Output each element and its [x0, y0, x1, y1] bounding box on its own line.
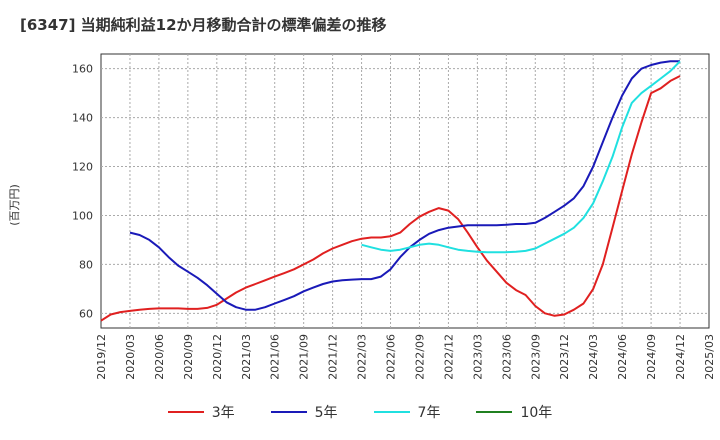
y-tick-label: 100	[72, 209, 93, 222]
x-tick-label: 2022/03	[356, 334, 369, 380]
legend-item: 7年	[373, 402, 441, 422]
legend: 3年 5年 7年 10年	[0, 402, 720, 422]
x-tick-label: 2022/12	[442, 334, 455, 380]
chart-title: [6347] 当期純利益12か月移動合計の標準偏差の推移	[20, 16, 387, 34]
legend-label: 3年	[211, 405, 235, 421]
y-tick-label: 120	[72, 161, 93, 174]
x-tick-label: 2023/06	[500, 334, 513, 380]
legend-item: 10年	[476, 402, 552, 422]
x-tick-label: 2021/09	[298, 334, 311, 380]
y-axis-label: (百万円)	[8, 184, 21, 226]
x-tick-label: 2025/03	[703, 334, 716, 380]
legend-label: 5年	[314, 405, 338, 421]
legend-item: 5年	[270, 402, 338, 422]
legend-swatch	[270, 411, 307, 413]
x-tick-label: 2023/09	[529, 334, 542, 380]
grid-layer	[100, 53, 710, 329]
x-tick-label: 2021/06	[269, 334, 282, 380]
series-layer	[100, 60, 681, 322]
legend-swatch	[167, 411, 204, 413]
x-tick-label: 2024/09	[645, 334, 658, 380]
axis-layer: 60 80 100 120 140 160 2019/12 2020/03 2020/06 202…	[72, 63, 716, 380]
y-tick-label: 80	[79, 258, 93, 271]
y-tick-label: 60	[79, 307, 93, 320]
legend-item: 3年	[167, 402, 235, 422]
legend-label: 10年	[520, 405, 553, 421]
series-line-2	[361, 60, 681, 254]
x-tick-label: 2021/12	[327, 334, 340, 380]
y-tick-label: 160	[72, 63, 93, 76]
x-tick-label: 2024/12	[674, 334, 687, 380]
x-tick-label: 2021/03	[240, 334, 253, 380]
x-tick-label: 2022/06	[385, 334, 398, 380]
x-tick-label: 2020/06	[153, 334, 166, 380]
x-tick-label: 2023/12	[558, 334, 571, 380]
legend-swatch	[373, 411, 410, 413]
x-tick-label: 2022/09	[413, 334, 426, 380]
legend-label: 7年	[417, 405, 441, 421]
x-tick-label: 2020/09	[182, 334, 195, 380]
series-line-0	[100, 75, 681, 322]
x-tick-label: 2020/03	[124, 334, 137, 380]
x-tick-label: 2019/12	[95, 334, 108, 380]
x-tick-label: 2024/03	[587, 334, 600, 380]
x-tick-label: 2024/06	[616, 334, 629, 380]
y-tick-label: 140	[72, 112, 93, 125]
legend-swatch	[476, 411, 513, 413]
x-tick-label: 2023/03	[471, 334, 484, 380]
series-line-1	[129, 60, 680, 311]
plot-frame	[100, 53, 710, 329]
x-tick-label: 2020/12	[211, 334, 224, 380]
